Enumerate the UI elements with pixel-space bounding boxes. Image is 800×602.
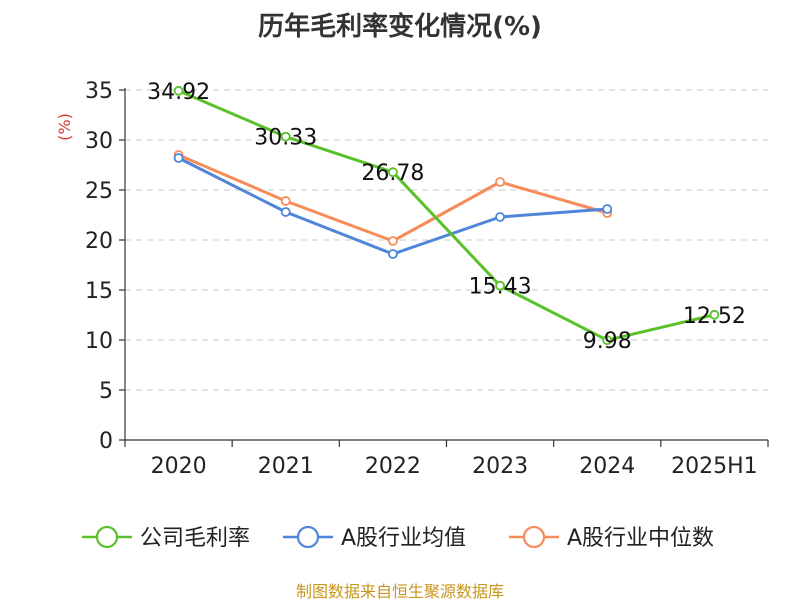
data-point	[495, 212, 505, 222]
y-tick-label: 35	[85, 79, 113, 104]
y-tick-label: 5	[99, 379, 113, 404]
legend-marker-circle	[522, 525, 546, 549]
y-tick-label: 0	[99, 429, 113, 454]
y-tick-label: 10	[85, 329, 113, 354]
source-note: 制图数据来自恒生聚源数据库	[295, 582, 504, 601]
data-label: 30.33	[254, 126, 317, 151]
x-tick-label: 2020	[151, 454, 207, 479]
data-point	[173, 85, 184, 96]
y-tick-label: 20	[85, 229, 113, 254]
data-point	[388, 249, 398, 259]
data-label: 34.92	[147, 80, 210, 105]
data-label: 15.43	[469, 275, 532, 300]
legend-label: A股行业均值	[341, 526, 466, 551]
x-tick-label: 2024	[579, 454, 635, 479]
data-point	[280, 196, 291, 206]
y-tick-label: 30	[85, 129, 113, 154]
data-label: 9.98	[583, 329, 632, 354]
data-point	[495, 177, 505, 187]
data-point	[173, 153, 184, 163]
y-axis-label: (%)	[55, 113, 74, 141]
data-label: 26.78	[361, 161, 424, 186]
y-tick-label: 15	[85, 279, 113, 304]
data-point	[388, 167, 398, 178]
x-tick-label: 2022	[365, 454, 421, 479]
data-point	[602, 335, 613, 346]
x-tick-label: 2023	[472, 454, 528, 479]
data-label: 12.52	[683, 304, 746, 329]
y-tick-label: 25	[85, 179, 113, 204]
data-point	[388, 236, 398, 246]
x-tick-label: 2025H1	[671, 454, 758, 479]
data-point	[709, 309, 720, 320]
series-line	[177, 89, 715, 342]
legend-label: A股行业中位数	[567, 526, 714, 551]
data-point	[280, 207, 291, 217]
chart-title: 历年毛利率变化情况(%)	[258, 12, 542, 42]
legend-marker-circle	[95, 525, 119, 549]
data-point	[495, 280, 505, 291]
data-point	[602, 204, 613, 214]
data-point	[280, 131, 291, 142]
x-tick-label: 2021	[258, 454, 314, 479]
legend-label: 公司毛利率	[140, 526, 250, 551]
legend-marker-circle	[296, 525, 320, 549]
